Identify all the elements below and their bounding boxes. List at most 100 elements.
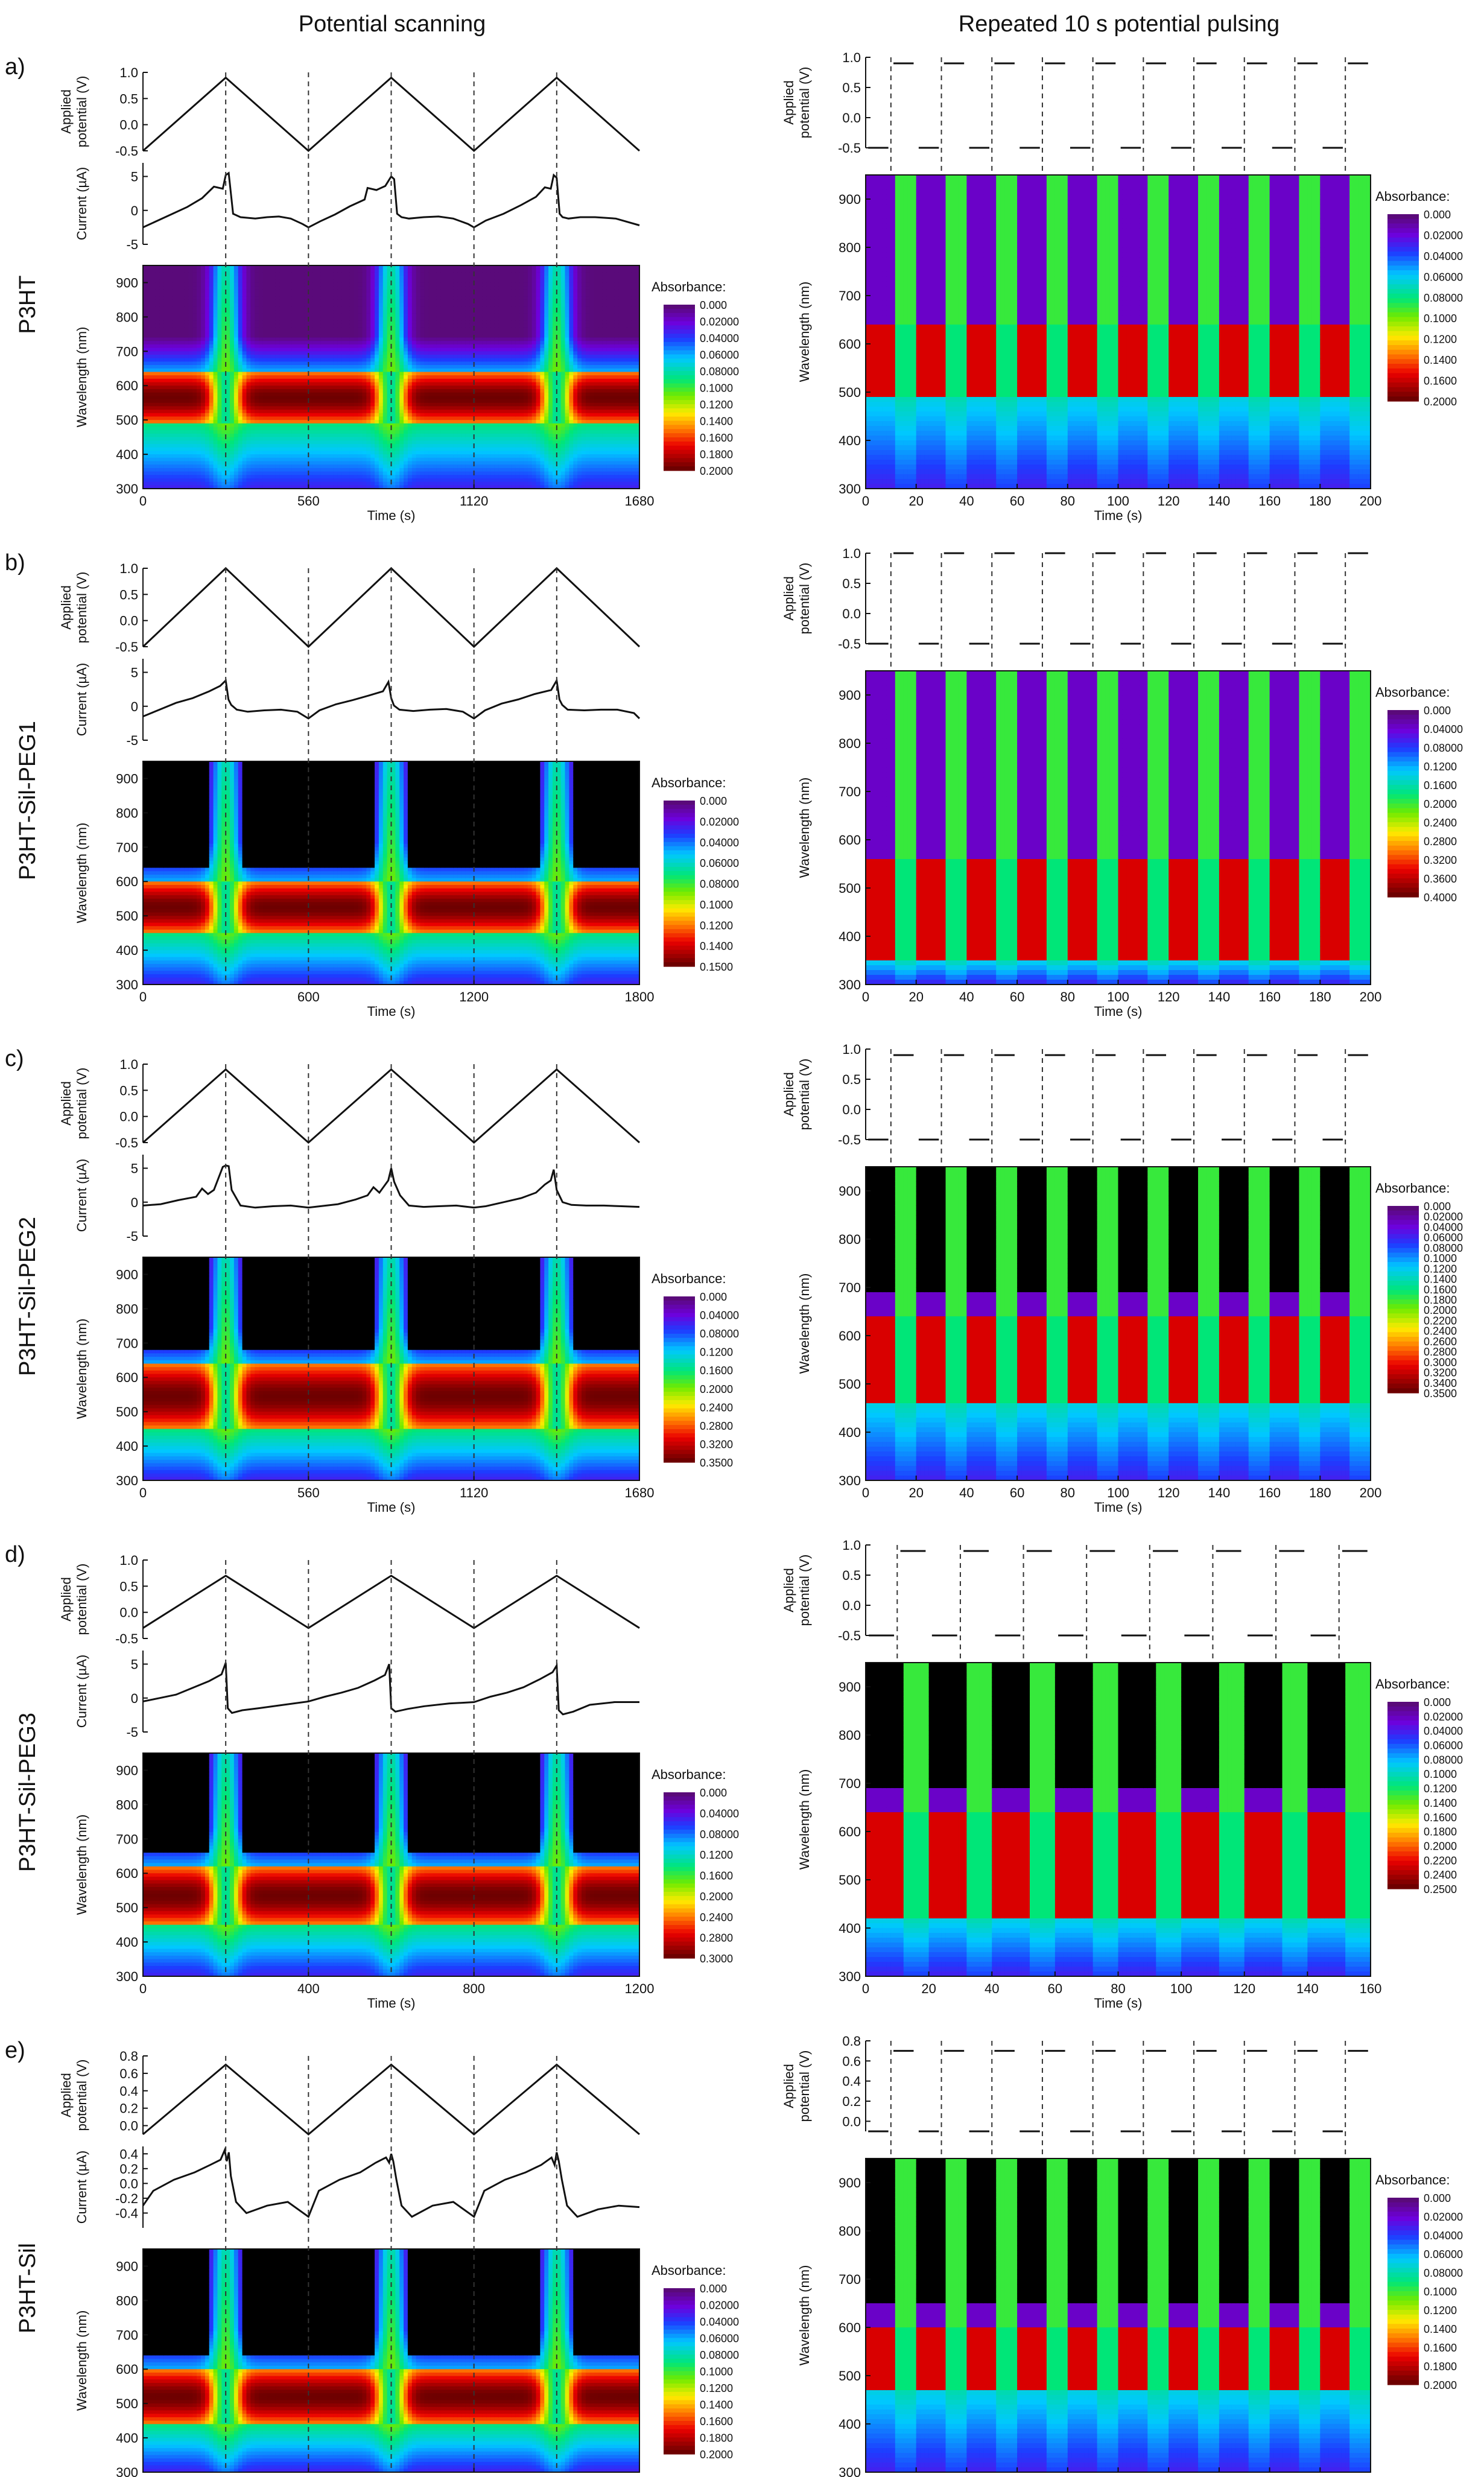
scan-heatmap-cell — [176, 351, 180, 355]
scan-heatmap-cell — [180, 338, 185, 341]
scan-heatmap-cell — [188, 427, 192, 431]
scan-heatmap-cell — [188, 279, 192, 283]
scan-heatmap-cell — [143, 393, 147, 396]
scan-heatmap-cell — [147, 478, 151, 482]
scan-heatmap-cell — [143, 403, 147, 407]
scan-heatmap-cell — [197, 290, 201, 293]
scan-heatmap-cell — [163, 475, 168, 478]
scan-heatmap-cell — [172, 472, 176, 475]
scan-heatmap-cell — [188, 482, 192, 486]
scan-heatmap-cell — [163, 272, 168, 276]
scan-heatmap-cell — [176, 475, 180, 478]
scan-heatmap-cell — [197, 372, 201, 375]
scan-heatmap-cell — [168, 286, 172, 290]
scan-heatmap-cell — [168, 403, 172, 407]
scan-heatmap-cell — [172, 372, 176, 375]
scan-heatmap-cell — [172, 324, 176, 328]
scan-heatmap-cell — [168, 334, 172, 338]
scan-heatmap-cell — [176, 375, 180, 379]
scan-heatmap-cell — [168, 372, 172, 375]
scan-heatmap-cell — [180, 286, 185, 290]
scan-heatmap-cell — [176, 303, 180, 307]
scan-heatmap-cell — [192, 399, 197, 403]
scan-heatmap-cell — [159, 458, 163, 461]
scan-heatmap-cell — [180, 413, 185, 417]
scan-heatmap-cell — [156, 290, 160, 293]
scan-heatmap-cell — [159, 478, 163, 482]
scan-heatmap-cell — [156, 334, 160, 338]
scan-heatmap-cell — [168, 348, 172, 352]
scan-heatmap-cell — [156, 317, 160, 320]
scan-heatmap-cell — [188, 389, 192, 393]
scan-heatmap-cell — [163, 451, 168, 454]
scan-heatmap-cell — [192, 437, 197, 441]
scan-heatmap-cell — [168, 324, 172, 328]
scan-heatmap-cell — [176, 389, 180, 393]
scan-heatmap-cell — [188, 423, 192, 427]
scan-heatmap-cell — [176, 444, 180, 448]
scan-heatmap-cell — [163, 427, 168, 431]
scan-heatmap-cell — [163, 314, 168, 317]
scan-heatmap-cell — [151, 276, 156, 279]
scan-heatmap-cell — [197, 410, 201, 413]
scan-heatmap-cell — [180, 461, 185, 465]
scan-heatmap-cell — [185, 269, 189, 273]
scan-heatmap-cell — [168, 279, 172, 283]
scan-heatmap-cell — [188, 358, 192, 362]
scan-heatmap-cell — [180, 465, 185, 468]
scan-heatmap-cell — [192, 396, 197, 399]
scan-heatmap-cell — [185, 461, 189, 465]
scan-heatmap-cell — [151, 272, 156, 276]
scan-heatmap-cell — [197, 427, 201, 431]
scan-heatmap-cell — [151, 348, 156, 352]
scan-heatmap-cell — [151, 327, 156, 331]
scan-heatmap-cell — [192, 293, 197, 297]
scan-heatmap-cell — [159, 465, 163, 468]
scan-heatmap-cell — [176, 293, 180, 297]
scan-heatmap-cell — [163, 393, 168, 396]
scan-heatmap-cell — [192, 385, 197, 389]
scan-heatmap-cell — [159, 454, 163, 458]
scan-heatmap-cell — [192, 341, 197, 344]
scan-heatmap-cell — [180, 306, 185, 310]
scan-heatmap-cell — [156, 341, 160, 344]
scan-heatmap-cell — [180, 423, 185, 427]
scan-heatmap-cell — [156, 375, 160, 379]
scan-heatmap-cell — [172, 454, 176, 458]
scan-heatmap-cell — [147, 310, 151, 314]
scan-heatmap-cell — [185, 396, 189, 399]
scan-heatmap-cell — [188, 286, 192, 290]
scan-heatmap-cell — [185, 348, 189, 352]
scan-heatmap-cell — [188, 399, 192, 403]
scan-heatmap-cell — [185, 458, 189, 461]
scan-heatmap-cell — [168, 293, 172, 297]
current-label: Current (µA) — [74, 167, 89, 240]
scan-heatmap-cell — [176, 393, 180, 396]
scan-heatmap-cell — [185, 393, 189, 396]
scan-heatmap-cell — [147, 472, 151, 475]
scan-heatmap-cell — [159, 451, 163, 454]
scan-heatmap-cell — [151, 306, 156, 310]
scan-heatmap-cell — [143, 369, 147, 372]
scan-heatmap-cell — [197, 478, 201, 482]
scan-heatmap-cell — [151, 468, 156, 472]
scan-heatmap-cell — [143, 375, 147, 379]
scan-heatmap-cell — [180, 355, 185, 358]
scan-heatmap-cell — [159, 269, 163, 273]
current-axis-tick-label: 5 — [131, 170, 138, 185]
scan-heatmap-cell — [172, 344, 176, 348]
scan-heatmap-cell — [156, 372, 160, 375]
scan-heatmap-cell — [163, 365, 168, 369]
scan-heatmap-cell — [147, 358, 151, 362]
scan-heatmap-cell — [159, 396, 163, 399]
scan-heatmap-cell — [159, 389, 163, 393]
scan-heatmap-cell — [197, 472, 201, 475]
scan-heatmap-cell — [185, 440, 189, 444]
scan-heatmap-cell — [159, 393, 163, 396]
scan-heatmap-cell — [156, 303, 160, 307]
scan-heatmap-cell — [188, 317, 192, 320]
scan-heatmap-cell — [163, 341, 168, 344]
scan-heatmap-cell — [188, 472, 192, 475]
scan-heatmap-cell — [185, 454, 189, 458]
scan-heatmap-cell — [192, 272, 197, 276]
